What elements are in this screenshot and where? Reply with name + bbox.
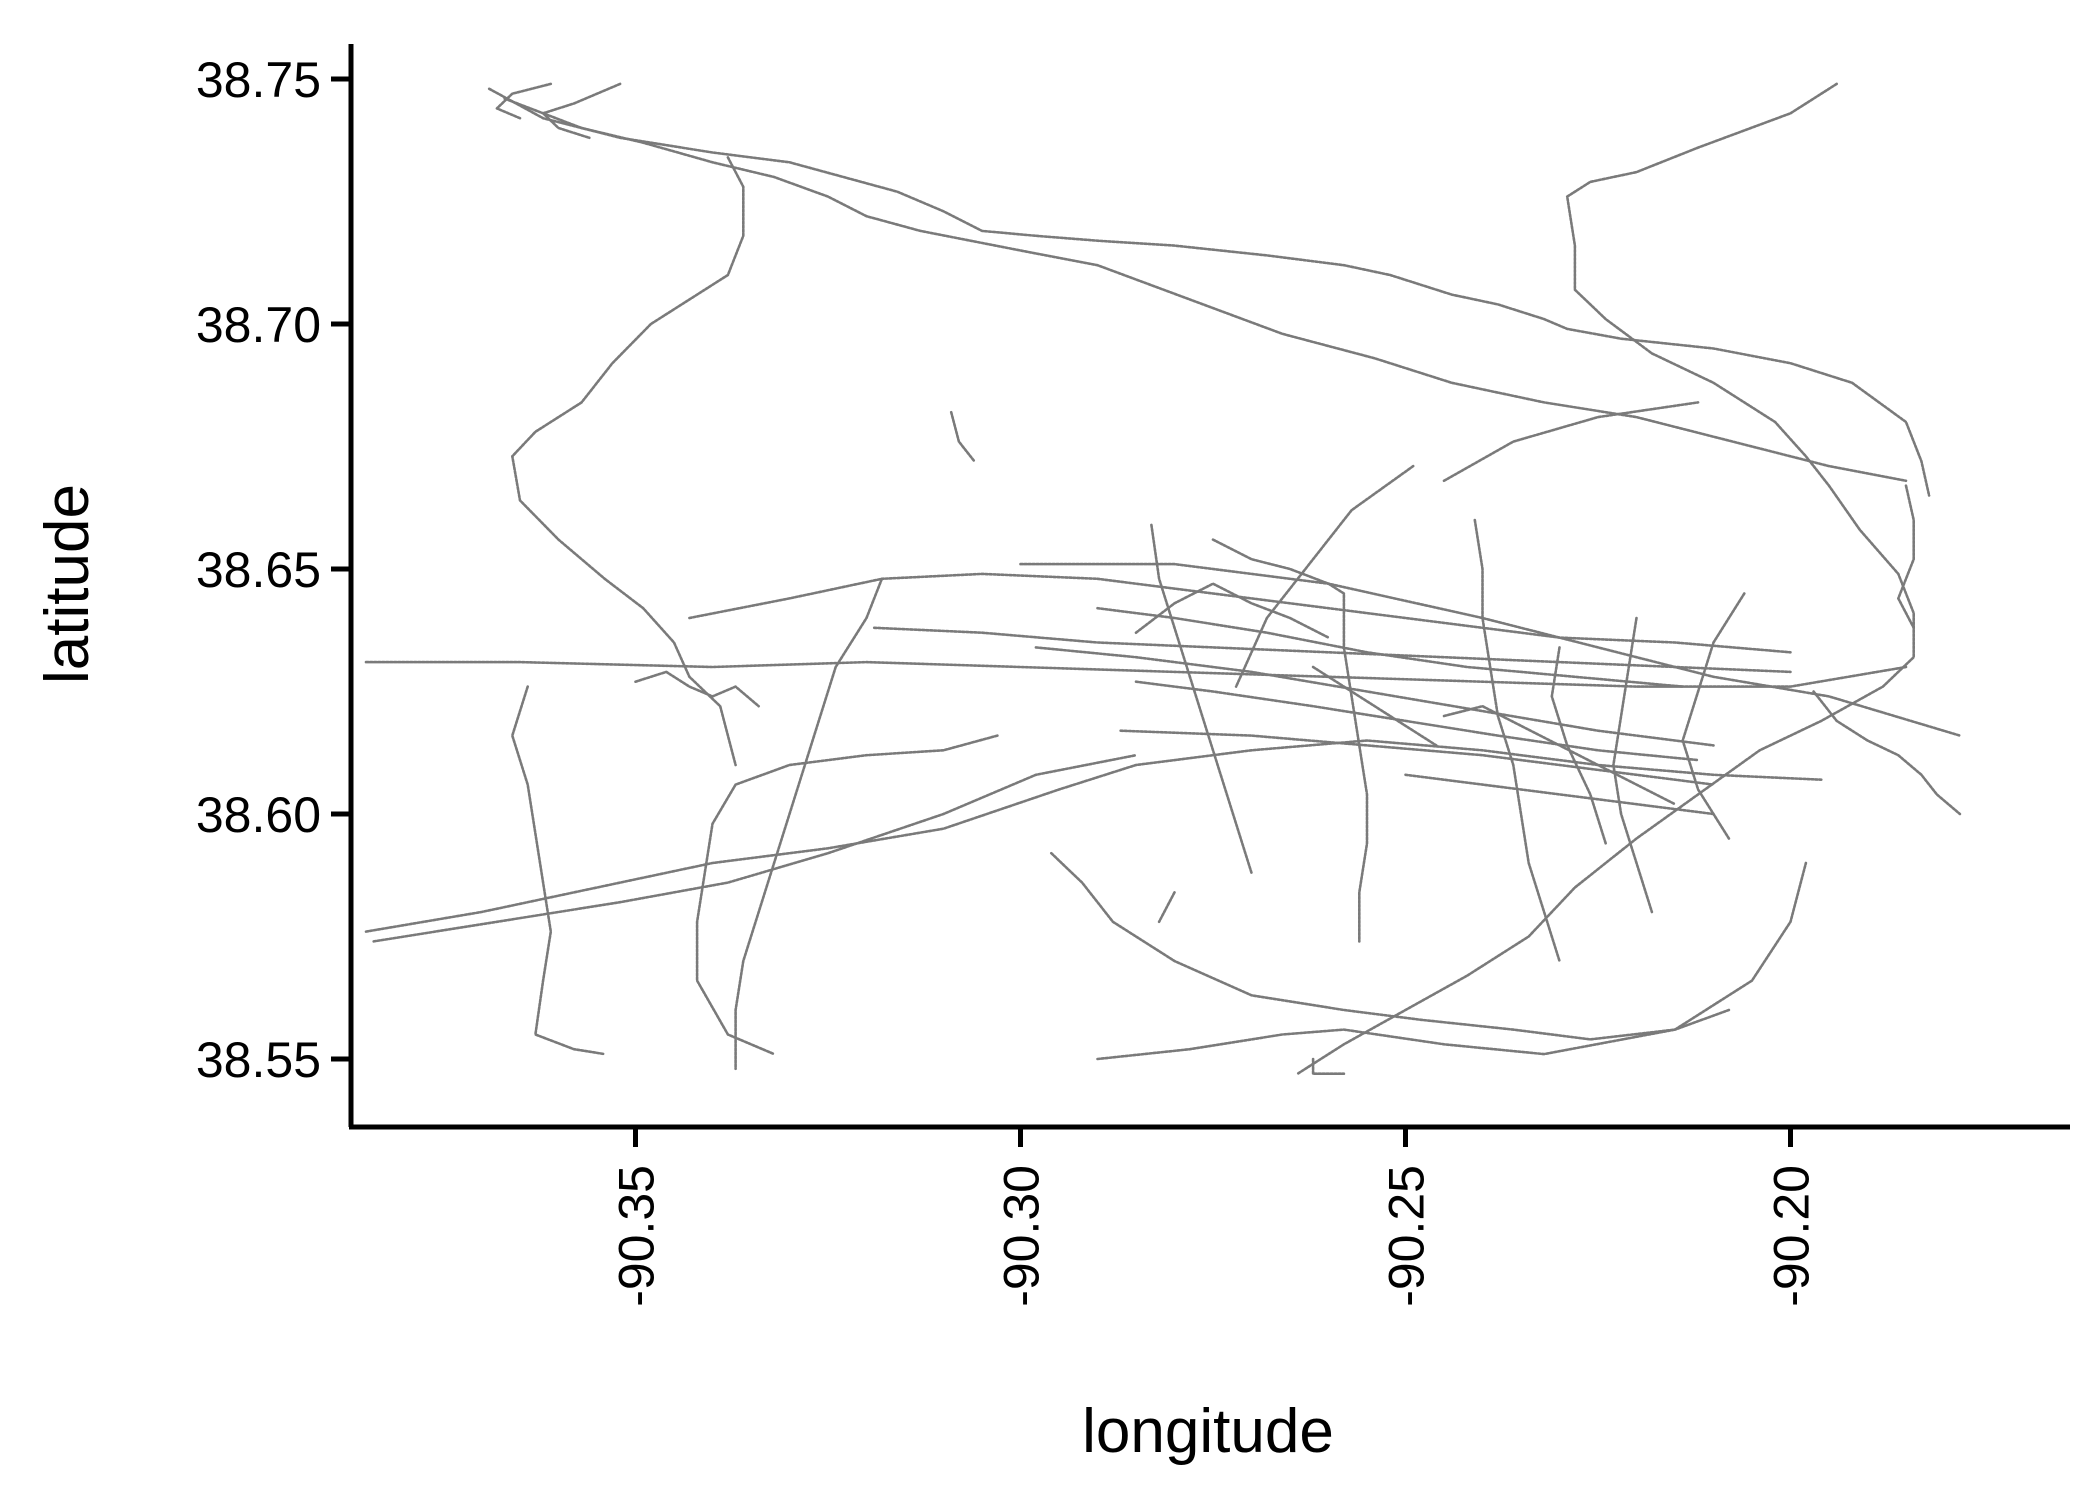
x-tick-label: -90.20	[1764, 1165, 1820, 1307]
gps-track-37	[1311, 1057, 1346, 1075]
gps-track-29	[1119, 729, 1715, 786]
x-tick-label: -90.30	[994, 1165, 1050, 1307]
gps-track-21	[1612, 616, 1654, 914]
gps-track-30	[1404, 773, 1715, 816]
gps-track-20	[1473, 518, 1561, 963]
x-axis-title: longitude	[1082, 1397, 1334, 1466]
gps-track-35	[541, 82, 622, 140]
gps-track-19	[1442, 401, 1700, 483]
gps-track-7	[372, 753, 1138, 943]
x-tick-label: -90.35	[609, 1165, 665, 1307]
x-axis-ticks: -90.35 -90.30 -90.25 -90.20	[609, 1127, 1820, 1307]
gps-track-28	[1134, 680, 1700, 762]
gps-track-27	[1096, 606, 1684, 688]
gps-track-9	[1019, 562, 1962, 737]
gps-track-32	[1442, 704, 1677, 806]
y-tick-label: 38.70	[196, 297, 321, 353]
gps-track-16	[1150, 523, 1253, 875]
gps-track-12	[695, 734, 999, 1056]
y-axis-title: latitude	[33, 484, 102, 684]
gps-track-39	[1897, 484, 1915, 630]
gps-track-24	[1812, 690, 1962, 816]
gps-points-layer	[364, 82, 1962, 1075]
gps-track-36	[495, 82, 553, 120]
gps-track-14	[1157, 891, 1176, 924]
gps-track-6	[364, 739, 1823, 933]
y-tick-label: 38.55	[196, 1032, 321, 1088]
gps-track-1	[487, 87, 1931, 497]
gps-track-11	[510, 685, 607, 1056]
gps-track-10	[734, 577, 884, 1071]
gps-track-8	[688, 572, 1792, 654]
y-tick-label: 38.75	[196, 52, 321, 108]
gps-track-26	[1034, 646, 1715, 747]
gps-track-17	[1211, 538, 1369, 943]
gps-track-15	[1096, 861, 1808, 1061]
y-tick-label: 38.65	[196, 542, 321, 598]
gps-track-3	[510, 156, 745, 767]
y-axis-ticks: 38.55 38.60 38.65 38.70 38.75	[196, 52, 351, 1088]
gps-track-13	[1050, 851, 1731, 1041]
gps-track-31	[1134, 582, 1330, 639]
gps-track-22	[1681, 592, 1746, 840]
gps-track-4	[1296, 82, 1915, 1075]
gps-track-25	[872, 626, 1792, 674]
gps-track-38	[949, 410, 976, 463]
gps-track-33	[1311, 665, 1438, 747]
gps-track-5	[364, 660, 1908, 688]
gps-track-34	[634, 670, 761, 708]
gps-track-2	[503, 97, 1908, 483]
x-tick-label: -90.25	[1379, 1165, 1435, 1307]
y-tick-label: 38.60	[196, 787, 321, 843]
gps-track-18	[1234, 464, 1415, 688]
